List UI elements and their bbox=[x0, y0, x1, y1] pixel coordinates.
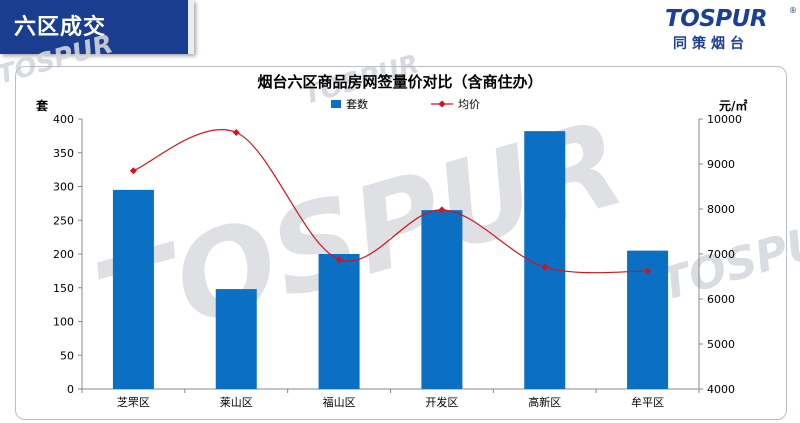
bar bbox=[215, 289, 257, 389]
y-axis-label: 套 bbox=[35, 98, 49, 113]
y2-tick-label: 9000 bbox=[707, 158, 735, 171]
y-tick-label: 100 bbox=[53, 316, 74, 329]
y2-tick-label: 7000 bbox=[707, 248, 735, 261]
logo-registered-mark: ® bbox=[789, 6, 797, 15]
bar bbox=[524, 131, 566, 389]
y2-tick-label: 5000 bbox=[707, 338, 735, 351]
y-tick-label: 50 bbox=[60, 349, 74, 362]
y-tick-label: 0 bbox=[67, 383, 74, 396]
logo-brand-cn: 同策烟台 bbox=[673, 36, 749, 52]
y2-tick-label: 4000 bbox=[707, 383, 735, 396]
price-point bbox=[438, 206, 446, 214]
bar bbox=[421, 210, 463, 389]
y-tick-label: 150 bbox=[53, 282, 74, 295]
y-tick-label: 350 bbox=[53, 147, 74, 160]
bar bbox=[112, 189, 154, 389]
chart-title: 烟台六区商品房网签量价对比（含商住办） bbox=[257, 73, 543, 91]
legend-line-label: 均价 bbox=[458, 98, 480, 111]
y-tick-label: 250 bbox=[53, 214, 74, 227]
price-point bbox=[129, 167, 137, 175]
x-tick-label: 福山区 bbox=[323, 395, 356, 409]
tospur-logo: TOSPUR ® 同策烟台 bbox=[665, 6, 797, 52]
y2-tick-label: 10000 bbox=[707, 113, 742, 126]
x-tick-label: 莱山区 bbox=[220, 396, 253, 409]
y2-tick-label: 6000 bbox=[707, 293, 735, 306]
section-title: 六区成交 bbox=[14, 15, 107, 40]
legend-line-marker bbox=[438, 100, 446, 108]
price-line bbox=[133, 129, 648, 274]
y2-axis-label: 元/㎡ bbox=[719, 98, 747, 113]
price-point bbox=[541, 263, 549, 271]
legend-bar-label: 套数 bbox=[346, 98, 368, 111]
x-tick-label: 芝罘区 bbox=[117, 396, 150, 409]
legend-bar-swatch bbox=[331, 100, 341, 108]
section-header-tab: 六区成交 bbox=[0, 0, 194, 54]
bar bbox=[318, 254, 360, 389]
y-tick-label: 200 bbox=[53, 248, 74, 261]
y-tick-label: 400 bbox=[53, 113, 74, 126]
y2-tick-label: 8000 bbox=[707, 203, 735, 216]
chart-frame bbox=[15, 66, 787, 420]
x-tick-label: 牟平区 bbox=[631, 395, 664, 409]
y-tick-label: 300 bbox=[53, 181, 74, 194]
logo-brand-text: TOSPUR bbox=[665, 6, 768, 32]
price-point bbox=[335, 255, 343, 263]
price-point bbox=[232, 128, 240, 137]
price-point bbox=[644, 267, 652, 275]
x-tick-label: 高新区 bbox=[528, 395, 561, 409]
x-tick-label: 开发区 bbox=[425, 395, 458, 409]
